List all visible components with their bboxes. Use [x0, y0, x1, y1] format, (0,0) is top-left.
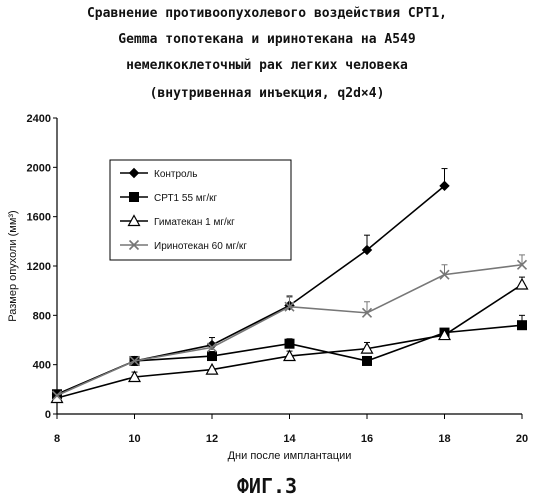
x-tick-label: 16	[361, 433, 373, 445]
y-tick-label: 2000	[27, 162, 51, 174]
figure-label: ФИГ.3	[0, 474, 534, 498]
data-point	[518, 321, 527, 330]
y-tick-label: 0	[45, 409, 51, 421]
x-tick-label: 12	[206, 433, 218, 445]
y-axis-label: Размер опухоли (мм³)	[7, 210, 19, 321]
x-tick-label: 14	[283, 433, 296, 445]
x-tick-label: 18	[438, 433, 450, 445]
x-tick-label: 8	[54, 433, 60, 445]
legend-label: СРТ1 55 мг/кг	[154, 193, 217, 204]
x-axis-label: Дни после имплантации	[228, 450, 352, 462]
data-point	[363, 356, 372, 365]
legend-label: Иринотекан 60 мг/кг	[154, 241, 247, 252]
legend: Контроль СРТ1 55 мг/кг Гиматекан 1 мг/кг Ир…	[110, 160, 291, 260]
legend-label: Контроль	[154, 169, 197, 180]
y-tick-label: 800	[33, 310, 51, 322]
data-point	[285, 339, 294, 348]
y-tick-label: 2400	[27, 113, 51, 125]
y-tick-label: 1600	[27, 212, 51, 224]
x-tick-label: 10	[128, 433, 140, 445]
data-point	[517, 279, 528, 289]
chart: 0 400 800 1200 1600 2000 2400 8 10 12 14 16 18 20 Кон…	[0, 0, 534, 470]
x-tick-label: 20	[516, 433, 528, 445]
legend-label: Гиматекан 1 мг/кг	[154, 217, 235, 228]
data-point	[208, 352, 217, 361]
data-point	[130, 193, 139, 202]
y-tick-label: 1200	[27, 261, 51, 273]
y-tick-label: 400	[33, 360, 51, 372]
